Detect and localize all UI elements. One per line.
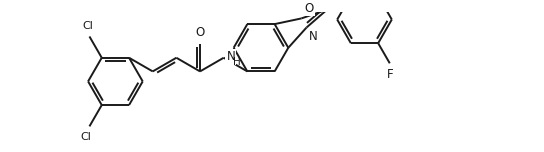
Text: O: O xyxy=(304,2,313,15)
Text: Cl: Cl xyxy=(82,21,93,31)
Text: Cl: Cl xyxy=(81,132,91,142)
Text: F: F xyxy=(387,68,394,81)
Text: N: N xyxy=(308,30,317,43)
Text: O: O xyxy=(195,26,205,39)
Text: H: H xyxy=(233,57,240,67)
Text: N: N xyxy=(226,50,235,63)
